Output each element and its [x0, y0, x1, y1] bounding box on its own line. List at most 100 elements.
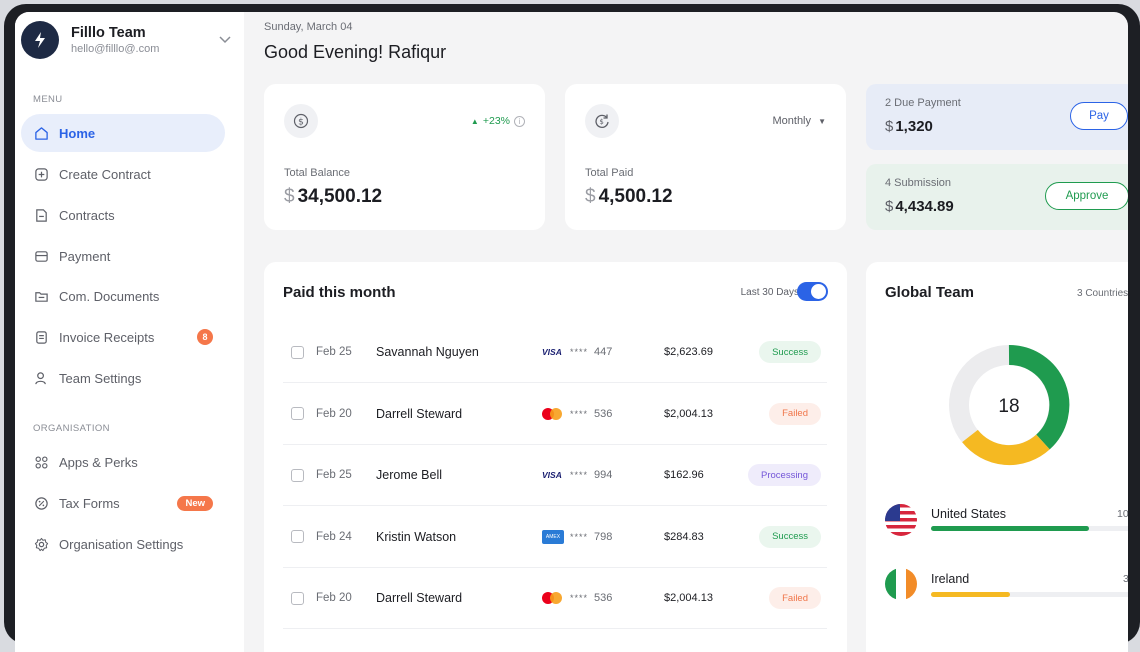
row-name: Darrell Steward: [376, 406, 463, 421]
pay-button[interactable]: Pay: [1070, 102, 1128, 130]
row-checkbox[interactable]: [291, 530, 304, 543]
row-name: Savannah Nguyen: [376, 345, 479, 359]
sidebar-item-create-contract[interactable]: Create Contract: [21, 155, 225, 193]
table-row[interactable]: Feb 25 Jerome Bell VISA **** 994 $162.96 Proce…: [283, 445, 827, 506]
total-balance-card: $ ▲ +23% i Total Balance $34,500.12: [264, 84, 545, 230]
bar-fill: [931, 592, 1010, 597]
team-email: hello@filllo@.com: [71, 43, 160, 55]
new-badge: New: [177, 495, 213, 511]
bolt-icon: [35, 32, 45, 48]
sidebar-item-team-settings[interactable]: Team Settings: [21, 359, 225, 397]
balance-amount: $34,500.12: [284, 186, 383, 207]
row-card: **** 536: [542, 592, 612, 604]
row-checkbox[interactable]: [291, 345, 304, 359]
paid-amount: $4,500.12: [585, 186, 673, 207]
status-badge: Success: [759, 525, 821, 548]
sidebar-item-invoice-receipts[interactable]: Invoice Receipts 8: [21, 318, 225, 356]
row-card: AMEX **** 798: [542, 529, 613, 544]
sidebar-item-com-documents[interactable]: Com. Documents: [21, 277, 225, 315]
app-screen: Filllo Team hello@filllo@.com MENU Home …: [15, 12, 1128, 652]
global-team-title: Global Team: [885, 284, 974, 301]
row-date: Feb 25: [316, 346, 352, 358]
status-badge: Failed: [769, 587, 821, 609]
sidebar-item-label: Tax Forms: [59, 495, 120, 511]
card-label: Total Balance: [284, 167, 351, 179]
sidebar-item-payment[interactable]: Payment: [21, 237, 225, 275]
sidebar-item-label: Create Contract: [59, 166, 151, 182]
table-row[interactable]: Feb 24 Kristin Watson AMEX **** 798 $284.83 Su…: [283, 507, 827, 568]
page-title: Good Evening! Rafiqur: [264, 42, 447, 62]
row-date: Feb 20: [316, 592, 352, 604]
table-row[interactable]: Feb 20 Darrell Steward **** 536 $2,004.13 Fai…: [283, 384, 827, 445]
apps-grid-icon: [33, 454, 49, 470]
document-icon: [33, 207, 49, 223]
card-label: Total Paid: [585, 167, 634, 179]
paid-this-month-card: Paid this month Last 30 Days Feb 25 Savan…: [264, 262, 847, 652]
home-icon: [33, 125, 49, 141]
plus-square-icon: [33, 166, 49, 182]
sidebar-item-label: Invoice Receipts: [59, 329, 155, 345]
row-checkbox[interactable]: [291, 468, 304, 482]
sidebar-item-contracts[interactable]: Contracts: [21, 196, 225, 234]
trend-up-icon: ▲: [470, 116, 479, 126]
countries-count: 3 Countries: [1077, 288, 1128, 299]
card-last4: 447: [594, 346, 613, 358]
visa-icon: VISA: [542, 470, 562, 480]
masked-digits: ****: [570, 347, 589, 357]
sidebar-item-tax-forms[interactable]: Tax Forms New: [21, 484, 225, 522]
invoice-count-badge: 8: [197, 329, 213, 345]
table-title: Paid this month: [283, 284, 396, 301]
org-section-label: ORGANISATION: [33, 423, 110, 434]
info-icon[interactable]: i: [514, 115, 525, 127]
period-dropdown[interactable]: Monthly ▼: [772, 115, 826, 127]
due-label: 2 Due Payment: [885, 97, 961, 109]
sidebar-item-apps-perks[interactable]: Apps & Perks: [21, 443, 225, 481]
credit-card-icon: [33, 248, 49, 264]
sidebar-item-label: Com. Documents: [59, 288, 160, 304]
approve-button[interactable]: Approve: [1045, 182, 1128, 210]
row-card: **** 536: [542, 407, 613, 420]
amex-icon: AMEX: [542, 529, 564, 544]
card-last4: 994: [594, 469, 613, 481]
balance-growth: ▲ +23% i: [471, 115, 525, 127]
due-amount: $1,320: [885, 118, 933, 135]
row-card: VISA **** 994: [542, 469, 612, 481]
country-count-united-states: 10: [1117, 508, 1128, 520]
row-amount: $2,623.69: [664, 346, 713, 358]
card-last4: 536: [594, 407, 613, 420]
row-amount: $284.83: [664, 530, 704, 543]
period-value: Monthly: [772, 115, 812, 127]
visa-icon: VISA: [542, 347, 562, 357]
row-card: VISA **** 447: [542, 346, 612, 358]
sidebar-item-label: Organisation Settings: [59, 536, 184, 552]
dollar-icon: $: [284, 104, 318, 138]
percent-icon: [33, 495, 49, 511]
team-total: 18: [998, 396, 1019, 417]
range-toggle[interactable]: [797, 282, 828, 301]
users-icon: [33, 370, 49, 386]
team-logo: [21, 21, 59, 59]
row-name: Kristin Watson: [376, 529, 457, 544]
card-last4: 798: [594, 530, 613, 543]
caret-down-icon: ▼: [818, 117, 826, 126]
sidebar-item-organisation-settings[interactable]: Organisation Settings: [21, 525, 225, 563]
card-last4: 536: [594, 592, 613, 604]
masked-digits: ****: [570, 593, 589, 603]
country-bar-united-states: [931, 526, 1128, 531]
submission-label: 4 Submission: [885, 177, 952, 189]
current-date: Sunday, March 04: [264, 21, 353, 33]
sidebar-item-home[interactable]: Home: [21, 114, 225, 152]
row-checkbox[interactable]: [291, 591, 304, 605]
sidebar-item-label: Home: [59, 125, 96, 141]
table-row[interactable]: Feb 20 Darrell Steward **** 536 $2,004.13 Fai…: [283, 568, 827, 629]
country-count-ireland: 3: [1123, 573, 1128, 585]
row-checkbox[interactable]: [291, 407, 304, 420]
country-bar-ireland: [931, 592, 1128, 597]
team-switcher[interactable]: Filllo Team hello@filllo@.com: [21, 20, 231, 60]
global-team-card: Global Team 3 Countries 18 United States…: [866, 262, 1128, 652]
mastercard-icon: [542, 407, 564, 420]
sidebar-item-label: Contracts: [59, 207, 115, 223]
table-row[interactable]: Feb 25 Savannah Nguyen VISA **** 447 $2,623.6…: [283, 322, 827, 383]
chevron-down-icon[interactable]: [219, 33, 231, 47]
range-label: Last 30 Days: [740, 287, 799, 298]
